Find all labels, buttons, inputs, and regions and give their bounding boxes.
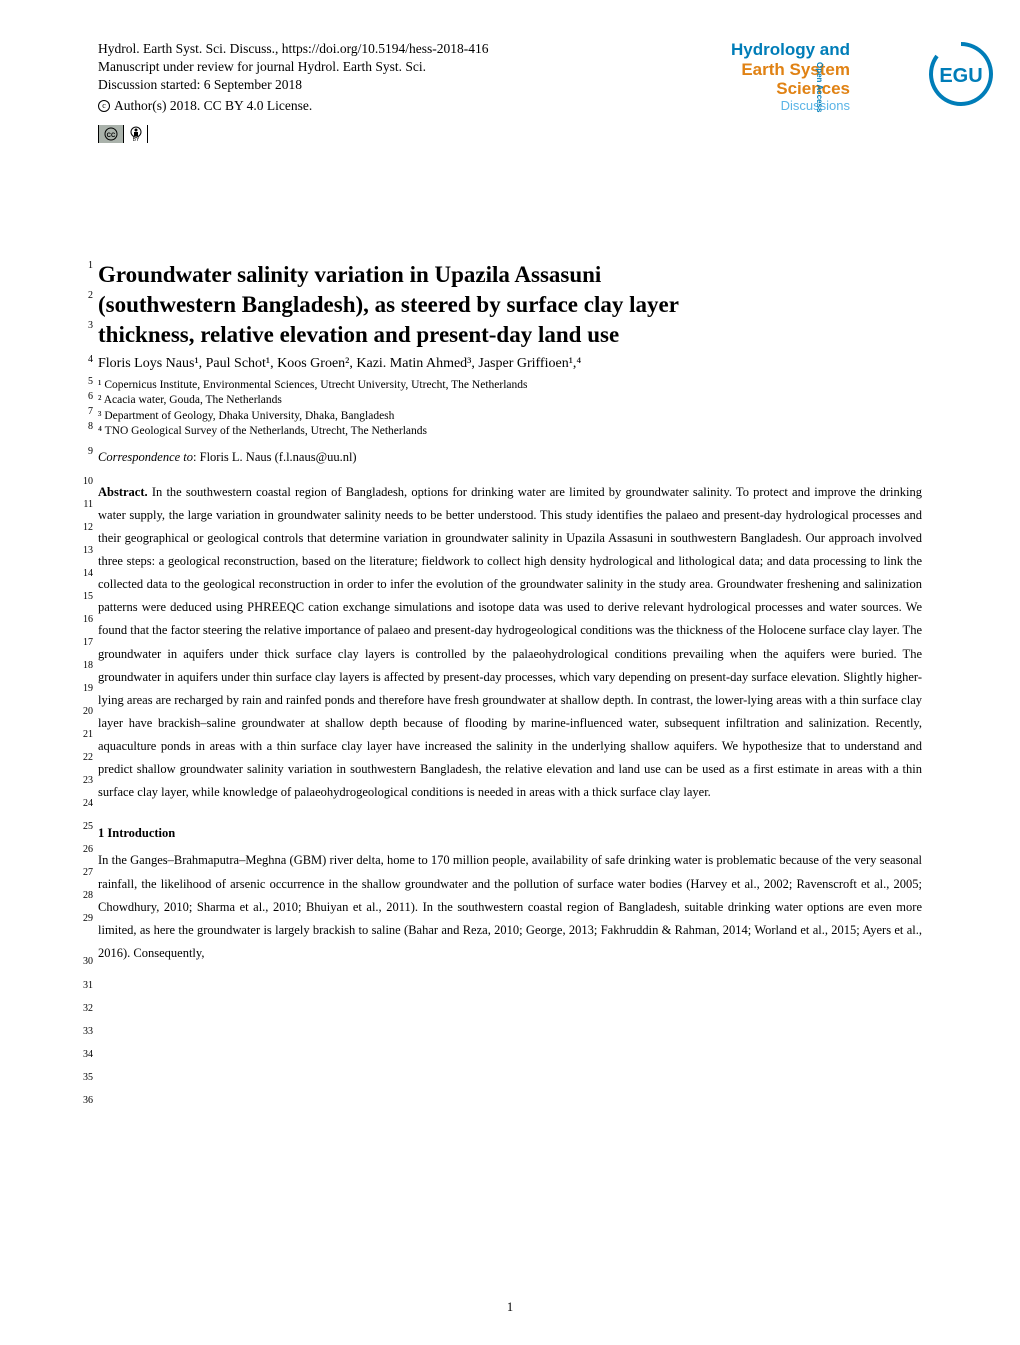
egu-text: EGU [939,65,982,87]
line-number: 24 [83,798,93,809]
line-number: 19 [83,683,93,694]
line-number: 23 [83,775,93,786]
abstract-block: Abstract. In the southwestern coastal re… [98,481,922,805]
title-line-3: thickness, relative elevation and presen… [98,320,922,350]
section-1-heading: 1 Introduction [98,826,922,841]
journal-logo: Hydrology and Earth System Sciences Disc… [731,40,850,114]
cc-icon: CC [99,125,123,143]
egu-logo: EGU [927,40,995,108]
abstract-text: In the southwestern coastal region of Ba… [98,485,922,800]
line-number: 31 [83,980,93,991]
line-number: 16 [83,614,93,625]
line-number: 13 [83,545,93,556]
line-number: 35 [83,1072,93,1083]
line-number: 11 [83,499,93,510]
line-number: 17 [83,637,93,648]
main-content: Groundwater salinity variation in Upazil… [98,260,922,965]
license-text: Author(s) 2018. CC BY 4.0 License. [114,97,312,115]
journal-line-sciences: Sciences [731,79,850,99]
section-1-text: In the Ganges–Brahmaputra–Meghna (GBM) r… [98,849,922,965]
line-number: 8 [88,421,93,432]
line-number: 20 [83,706,93,717]
line-number: 34 [83,1049,93,1060]
title-line-2: (southwestern Bangladesh), as steered by… [98,290,922,320]
line-number: 27 [83,867,93,878]
title-line-1: Groundwater salinity variation in Upazil… [98,260,922,290]
paper-title: Groundwater salinity variation in Upazil… [98,260,922,350]
abstract-label: Abstract. [98,485,148,499]
open-access-label: Open Access [814,62,823,112]
line-number: 10 [83,476,93,487]
correspondence-text: : Floris L. Naus (f.l.naus@uu.nl) [193,450,357,464]
line-number: 18 [83,660,93,671]
line-number: 21 [83,729,93,740]
affiliations-block: ¹ Copernicus Institute, Environmental Sc… [98,378,922,440]
line-number: 33 [83,1026,93,1037]
line-number: 3 [88,320,93,331]
by-icon: BY [123,125,147,143]
line-number: 12 [83,522,93,533]
cc-by-badge: CC BY [98,125,922,143]
line-number: 36 [83,1095,93,1106]
line-number: 28 [83,890,93,901]
correspondence-label: Correspondence to [98,450,193,464]
line-number: 1 [88,260,93,271]
correspondence-line: Correspondence to: Floris L. Naus (f.l.n… [98,450,922,465]
cc-badge-container: CC BY [98,125,148,143]
line-number: 22 [83,752,93,763]
line-number: 15 [83,591,93,602]
line-number: 2 [88,290,93,301]
svg-text:CC: CC [107,133,116,139]
svg-text:BY: BY [133,137,140,143]
line-number: 32 [83,1003,93,1014]
line-number: 29 [83,913,93,924]
copyright-icon: c [98,100,110,112]
affiliation-4: ⁴ TNO Geological Survey of the Netherlan… [98,424,922,440]
line-number: 7 [88,406,93,417]
journal-line-hydrology: Hydrology and [731,40,850,60]
affiliation-1: ¹ Copernicus Institute, Environmental Sc… [98,378,922,394]
line-number: 30 [83,956,93,967]
affiliation-3: ³ Department of Geology, Dhaka Universit… [98,409,922,425]
line-number: 9 [88,446,93,457]
affiliation-2: ² Acacia water, Gouda, The Netherlands [98,393,922,409]
page-number: 1 [507,1300,513,1315]
line-number: 25 [83,821,93,832]
line-number: 5 [88,376,93,387]
line-number: 26 [83,844,93,855]
journal-line-discussions: Discussions [731,99,850,114]
line-number: 6 [88,391,93,402]
journal-line-earth: Earth System [731,60,850,80]
authors-line: Floris Loys Naus¹, Paul Schot¹, Koos Gro… [98,356,922,372]
line-number: 4 [88,354,93,365]
line-number: 14 [83,568,93,579]
